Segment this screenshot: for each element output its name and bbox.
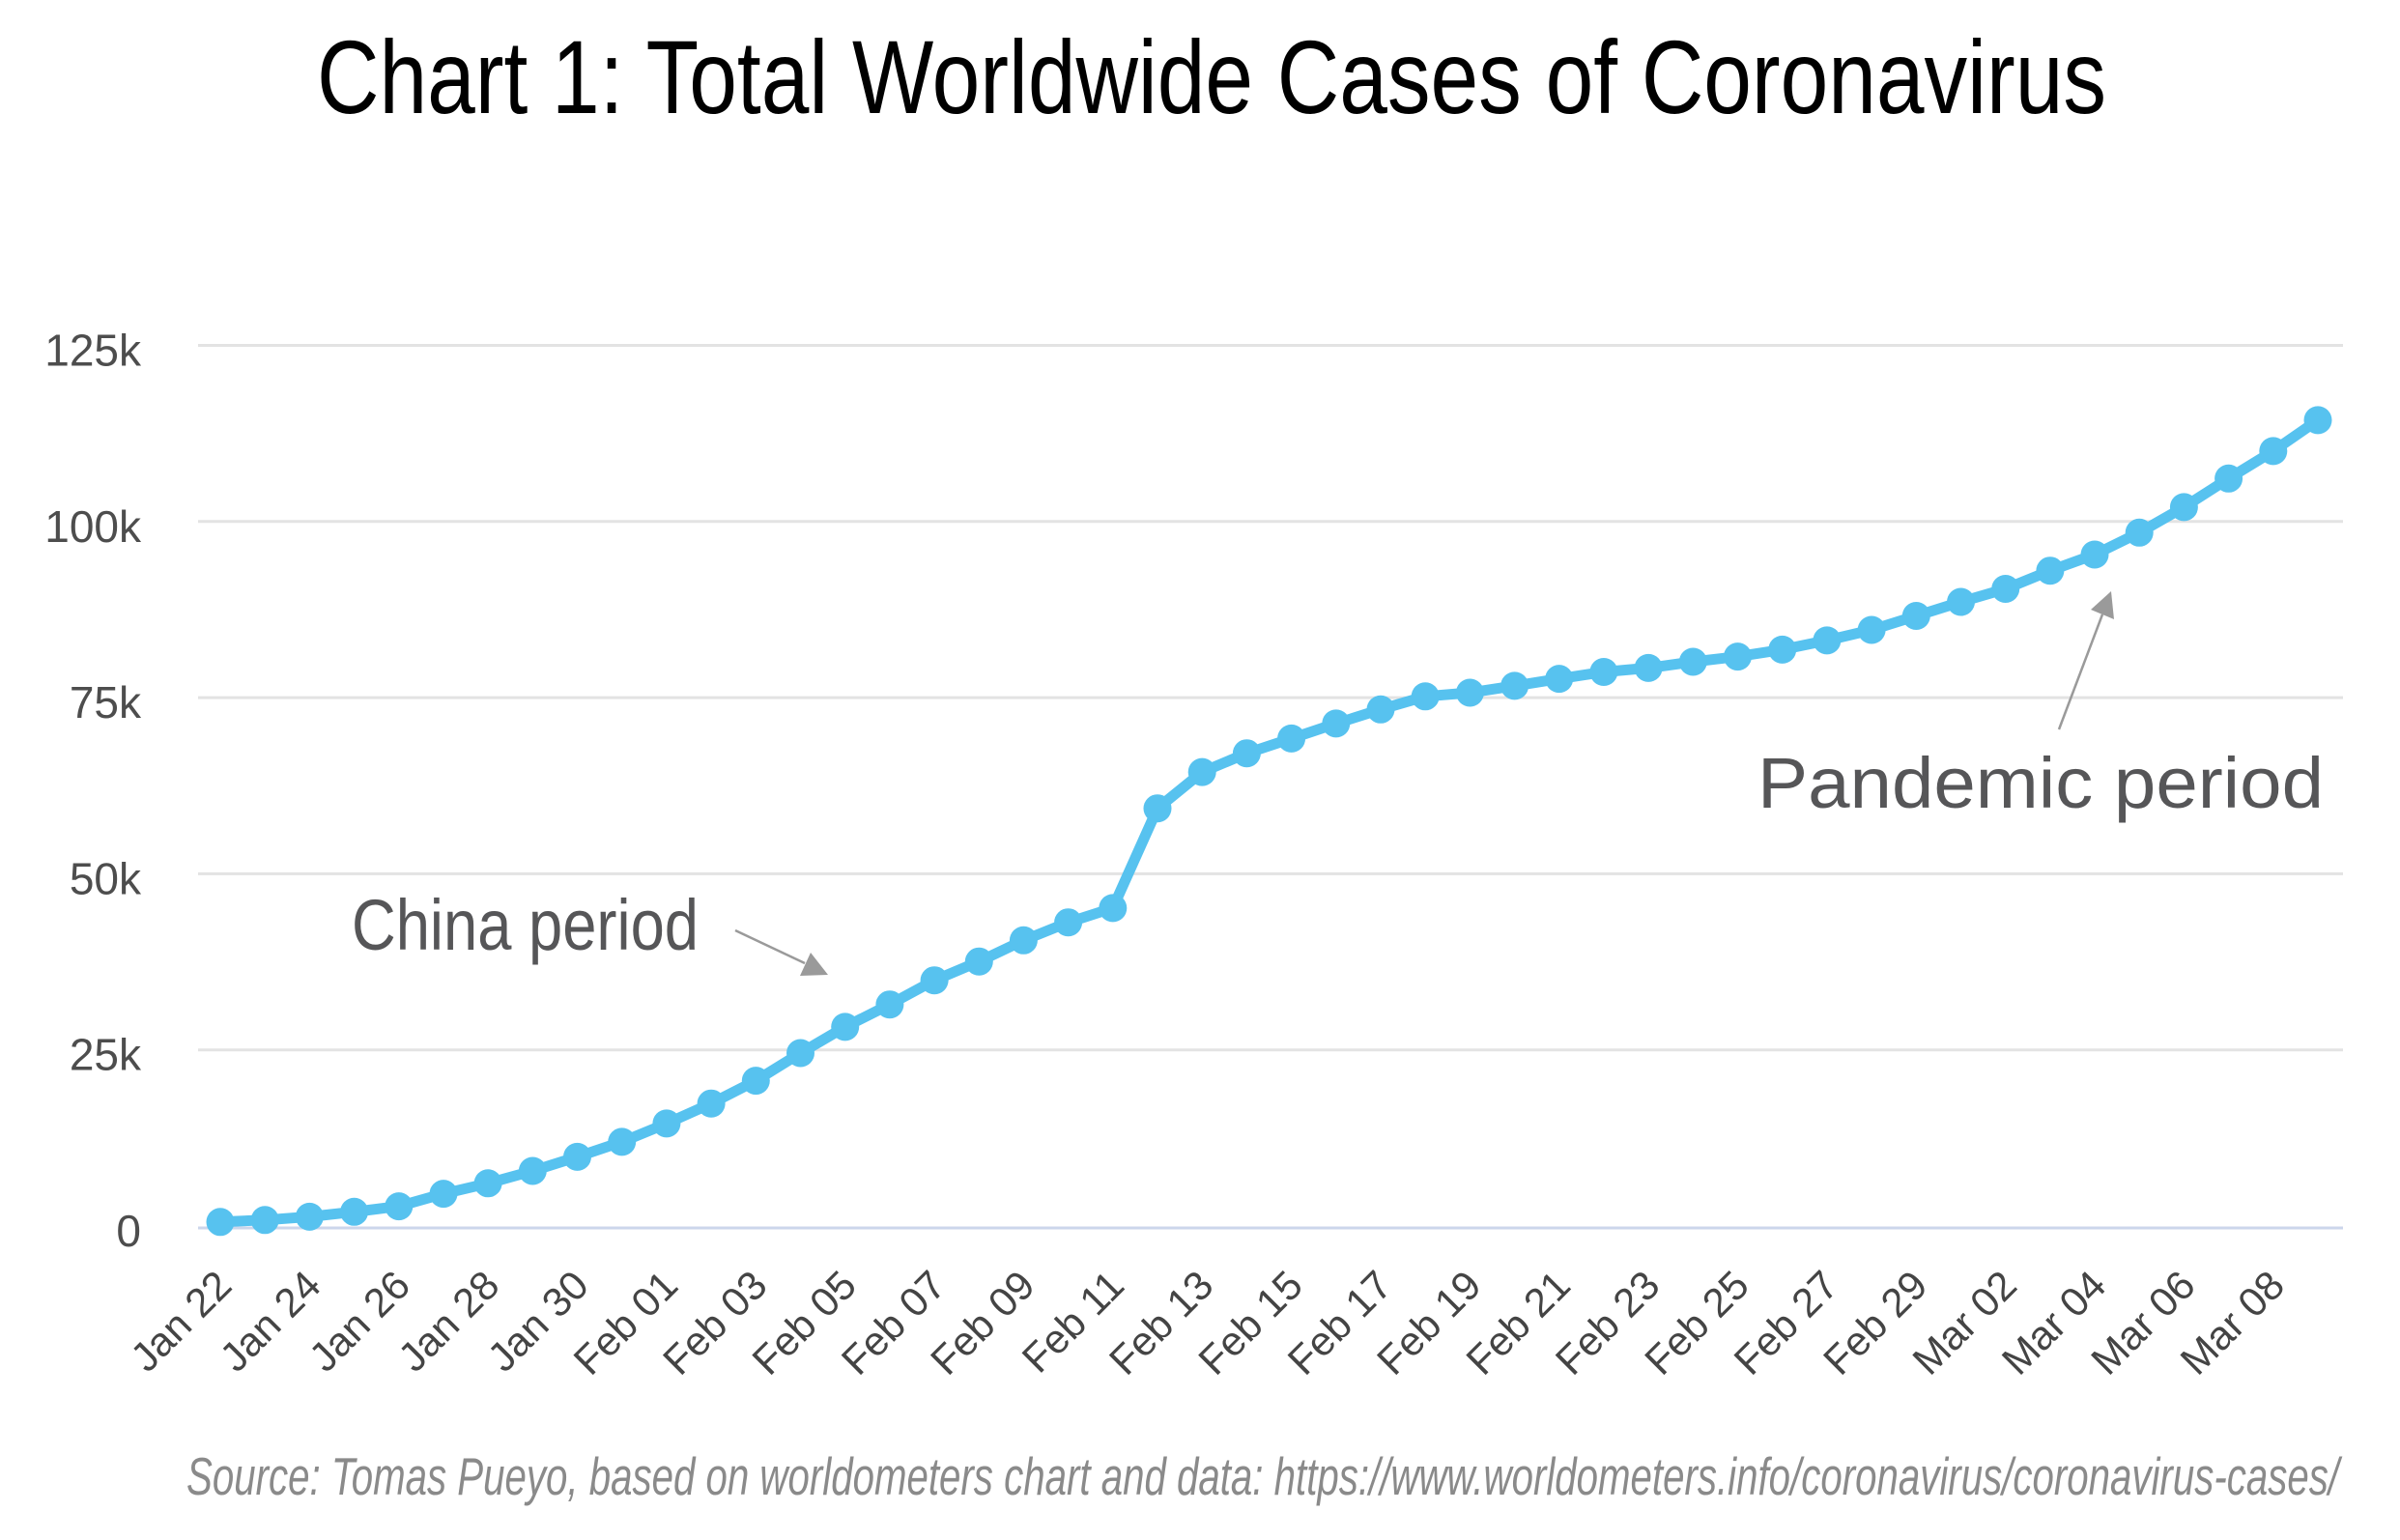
- svg-text:China period: China period: [352, 885, 699, 965]
- svg-text:Chart 1: Total Worldwide Cases: Chart 1: Total Worldwide Cases of Corona…: [317, 18, 2106, 135]
- svg-text:0: 0: [116, 1206, 141, 1256]
- svg-text:75k: 75k: [70, 677, 142, 727]
- svg-text:100k: 100k: [44, 501, 142, 552]
- svg-text:Pandemic period: Pandemic period: [1757, 743, 2324, 823]
- svg-text:50k: 50k: [70, 853, 142, 903]
- svg-text:125k: 125k: [44, 326, 142, 376]
- svg-text:25k: 25k: [70, 1030, 142, 1080]
- svg-text:Source: Tomas Pueyo, based on: Source: Tomas Pueyo, based on worldomete…: [186, 1446, 2342, 1506]
